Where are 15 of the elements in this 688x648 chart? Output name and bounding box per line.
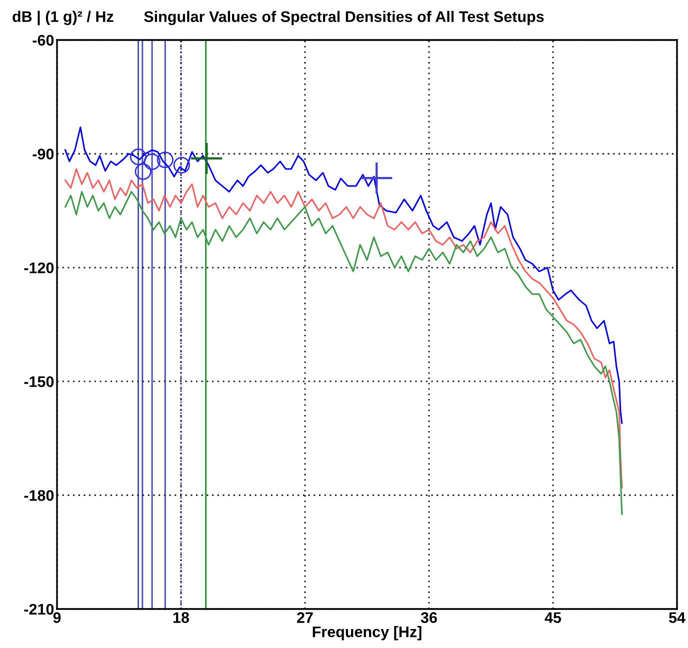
chart-title: Singular Values of Spectral Densities of All Test Setups: [144, 10, 544, 26]
x-axis-title: Frequency [Hz]: [312, 626, 422, 640]
x-tick-label: 27: [297, 612, 313, 623]
x-tick-label: 36: [420, 612, 437, 624]
x-tick-label: 18: [173, 612, 190, 623]
x-tick-label: 54: [668, 612, 686, 623]
y-tick-label: -60: [32, 34, 54, 46]
y-tick-label: -180: [24, 490, 54, 501]
y-tick-label: -90: [32, 148, 54, 160]
y-tick-label: -120: [24, 262, 54, 274]
y-axis-title: dB | (1 g)² / Hz: [12, 10, 114, 26]
y-tick-label: -150: [24, 376, 54, 388]
x-tick-label: 45: [544, 612, 562, 623]
x-tick-label: 9: [53, 612, 61, 623]
y-tick-label: -210: [24, 604, 54, 615]
